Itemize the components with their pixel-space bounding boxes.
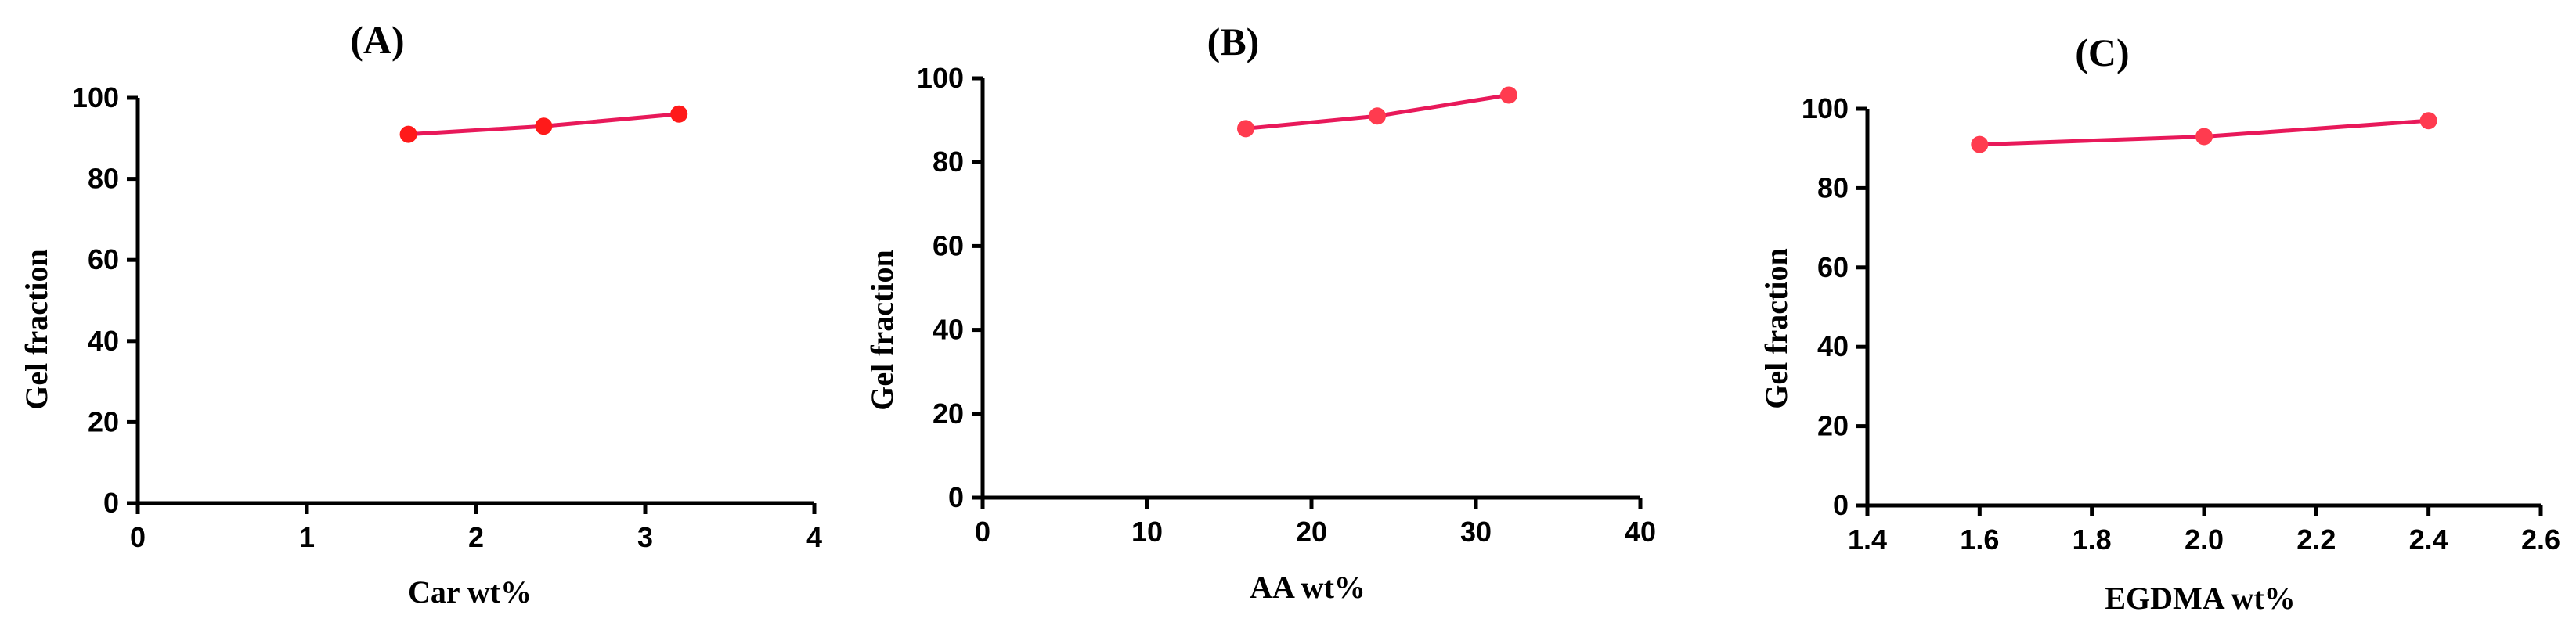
- panel-c-title: (C): [2075, 31, 2129, 74]
- panel-a-x-axis-title: Car wt%: [408, 574, 532, 610]
- panel-c-x-tick-label: 2.4: [2409, 523, 2448, 556]
- panel-c-x-tick-label: 1.4: [1848, 523, 1887, 556]
- panel-c-data-point: [2195, 128, 2213, 146]
- panel-a-x-tick-label: 0: [130, 521, 146, 553]
- panel-a-y-tick-label: 40: [88, 325, 119, 357]
- panel-a-y-axis-title: Gel fraction: [19, 249, 54, 410]
- panel-c-y-tick-label: 20: [1817, 410, 1849, 442]
- panel-c-y-tick-label: 0: [1833, 489, 1849, 521]
- panel-a-x-tick-label: 4: [806, 521, 822, 553]
- panel-b-x-axis-title: AA wt%: [1250, 570, 1366, 605]
- panel-b-y-tick-label: 80: [933, 146, 964, 178]
- panel-a-data-point: [399, 125, 417, 143]
- panel-b-data-point: [1237, 120, 1254, 138]
- panel-a: (A) Car wt% Gel fraction 0 1 2 3 40204060801…: [19, 18, 822, 610]
- panel-a-x-tick-label: 3: [637, 521, 653, 553]
- panel-c-y-axis-title: Gel fraction: [1759, 248, 1794, 409]
- panel-a-y-tick-label: 100: [72, 81, 119, 113]
- panel-b: (B) AA wt% Gel fraction 0 10 20 30 40 0 20 40 60…: [864, 20, 1656, 605]
- panel-b-x-tick-label: 30: [1460, 516, 1492, 548]
- panel-c-y-tick-label: 60: [1817, 251, 1849, 283]
- panel-a-y-tick-label: 80: [88, 163, 119, 195]
- panel-b-y-tick-label: 20: [933, 398, 964, 430]
- panel-a-y-tick-label: 20: [88, 405, 119, 437]
- panel-c-y-tick-label: 100: [1802, 92, 1849, 124]
- panel-a-data-point: [535, 117, 553, 135]
- panel-b-data-point: [1369, 107, 1386, 125]
- panel-c: (C) EGDMA wt% Gel fraction 1.4 1.6 1.8 2.0 2…: [1759, 31, 2560, 616]
- panel-c-x-tick-label: 2.2: [2296, 523, 2336, 556]
- panel-a-title: (A): [350, 18, 404, 62]
- panel-a-y-tick-label: 0: [103, 487, 119, 519]
- panel-b-y-tick-label: 0: [948, 481, 964, 513]
- panel-b-data-point: [1500, 86, 1517, 104]
- panel-c-x-axis-title: EGDMA wt%: [2105, 581, 2295, 616]
- panel-a-x-tick-label: 1: [299, 521, 315, 553]
- panel-b-x-tick-label: 40: [1625, 516, 1656, 548]
- panel-c-x-tick-label: 1.8: [2073, 523, 2112, 556]
- panel-b-y-axis-title: Gel fraction: [864, 250, 900, 411]
- panel-b-y-tick-label: 40: [933, 314, 964, 346]
- panel-b-x-tick-label: 0: [975, 516, 990, 548]
- panel-c-data-point: [2419, 112, 2437, 130]
- panel-b-y-tick-label: 100: [917, 62, 964, 94]
- panel-c-x-tick-label: 2.0: [2185, 523, 2224, 556]
- panel-b-x-tick-label: 10: [1131, 516, 1163, 548]
- panel-b-y-tick-label: 60: [933, 229, 964, 261]
- panel-a-y-tick-label: 60: [88, 243, 119, 275]
- panel-c-y-tick-label: 40: [1817, 330, 1849, 362]
- panel-c-x-tick-label: 1.6: [1960, 523, 1999, 556]
- panel-b-x-tick-label: 20: [1296, 516, 1327, 548]
- panel-c-data-point: [1971, 135, 1989, 153]
- panel-c-x-tick-label: 2.6: [2521, 523, 2560, 556]
- panel-c-y-tick-label: 80: [1817, 171, 1849, 203]
- panel-a-data-point: [670, 105, 688, 123]
- panel-a-x-tick-label: 2: [468, 521, 484, 553]
- panel-b-title: (B): [1207, 20, 1260, 63]
